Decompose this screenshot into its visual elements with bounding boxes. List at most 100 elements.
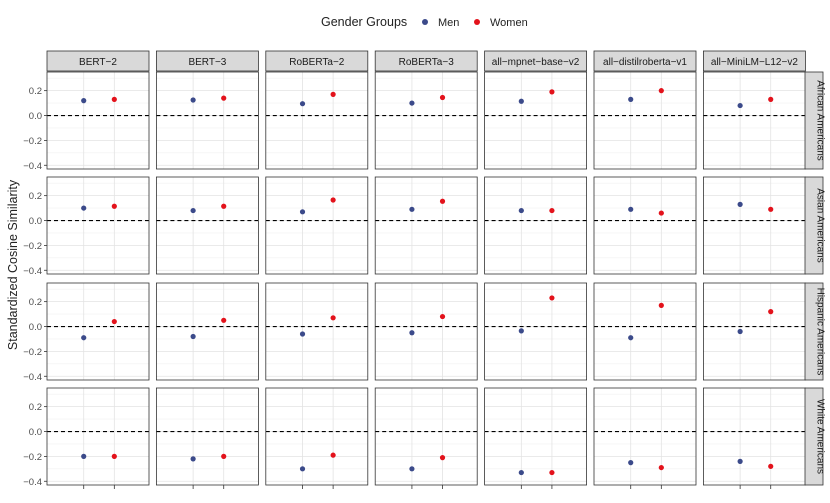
panel-bg [375, 72, 478, 169]
point-women [768, 206, 774, 212]
legend-key-men [422, 19, 428, 25]
point-men [299, 331, 306, 337]
panel-border [484, 176, 588, 275]
panel-bg [156, 388, 259, 485]
y-tick-label: −0.4 [23, 372, 42, 383]
point-women [549, 469, 555, 476]
strip-top-6 [703, 50, 806, 72]
point-men [299, 466, 306, 472]
strip-top-3 [374, 50, 478, 72]
panel-bg [265, 283, 368, 380]
panel-bg [156, 283, 259, 380]
panel-border [46, 176, 150, 275]
point-women [330, 91, 336, 97]
panel-bg [265, 388, 368, 485]
y-tick-label: 0.2 [29, 191, 42, 202]
point-women [658, 302, 664, 308]
legend-title: Gender Groups [321, 15, 407, 29]
panel-border [374, 282, 478, 381]
point-women [330, 197, 336, 203]
strip-label-2: RoBERTa−2 [289, 57, 345, 68]
y-tick-label: −0.4 [23, 477, 42, 488]
point-women [221, 317, 227, 323]
point-women [221, 203, 227, 209]
strip-label-group-1: Asian Americans [815, 188, 826, 262]
panel-border [265, 282, 369, 381]
point-men [81, 98, 87, 104]
point-women [111, 96, 117, 102]
y-tick-label: −0.2 [23, 136, 42, 147]
point-women [439, 94, 446, 101]
point-women [111, 318, 117, 325]
panel-bg [156, 177, 259, 274]
panel-bg [703, 283, 806, 380]
panel-border [46, 387, 150, 486]
point-men [190, 333, 196, 340]
panel-bg [703, 388, 806, 485]
panel-border [593, 282, 697, 381]
point-women [658, 464, 664, 471]
point-women [658, 210, 664, 216]
point-women [439, 455, 446, 461]
strip-top-0 [46, 50, 150, 72]
y-tick-label: 0.2 [29, 402, 42, 413]
y-tick-label: −0.4 [23, 161, 42, 172]
strip-label-1: BERT−3 [188, 57, 226, 68]
point-men [299, 209, 306, 215]
point-men [81, 453, 87, 459]
panel-border [265, 176, 369, 275]
y-axis-title: Standardized Cosine Similarity [6, 179, 20, 350]
strip-top-5 [593, 50, 697, 72]
point-men [518, 328, 524, 334]
point-men [737, 328, 743, 335]
panel-border [593, 176, 697, 275]
point-men [299, 101, 306, 107]
point-men [737, 201, 743, 207]
strip-label-group-3: White Americans [815, 399, 826, 474]
point-women [768, 96, 774, 102]
panel-border [155, 387, 259, 486]
panel-bg [594, 177, 696, 274]
strip-top-1 [155, 50, 259, 72]
strip-label-6: all−MiniLM−L12−v2 [711, 57, 798, 68]
panel-bg [484, 283, 587, 380]
panel-bg [594, 283, 696, 380]
panel-bg [375, 283, 478, 380]
panel-bg [375, 388, 478, 485]
panel-bg [703, 177, 806, 274]
strip-right-3 [804, 387, 824, 486]
point-women [658, 88, 664, 94]
strip-right-1 [804, 176, 824, 275]
y-tick-label: 0.2 [29, 86, 42, 97]
strip-label-0: BERT−2 [79, 57, 117, 68]
point-men [628, 335, 634, 341]
point-women [439, 198, 446, 204]
point-men [190, 207, 196, 214]
point-women [768, 463, 774, 469]
panel-bg [594, 388, 696, 485]
panel-bg [375, 177, 478, 274]
y-tick-label: 0.0 [29, 322, 42, 333]
panel-border [46, 71, 150, 170]
panel-border [374, 176, 478, 275]
point-men [628, 96, 634, 102]
point-men [518, 469, 524, 476]
point-men [190, 456, 196, 462]
panel-border [593, 71, 697, 170]
strip-label-group-0: African Americans [815, 80, 826, 161]
legend-label-women: Women [490, 17, 528, 29]
legend-key-women [474, 19, 480, 25]
strip-label-3: RoBERTa−3 [399, 57, 455, 68]
panel-bg [47, 283, 149, 380]
point-women [549, 89, 555, 95]
point-women [768, 309, 774, 315]
panel-bg [484, 72, 587, 169]
point-men [409, 206, 415, 212]
point-women [439, 313, 446, 320]
y-tick-label: 0.0 [29, 216, 42, 227]
panel-border [593, 387, 697, 486]
panel-border [155, 282, 259, 381]
panel-bg [484, 388, 587, 485]
panel-bg [265, 177, 368, 274]
